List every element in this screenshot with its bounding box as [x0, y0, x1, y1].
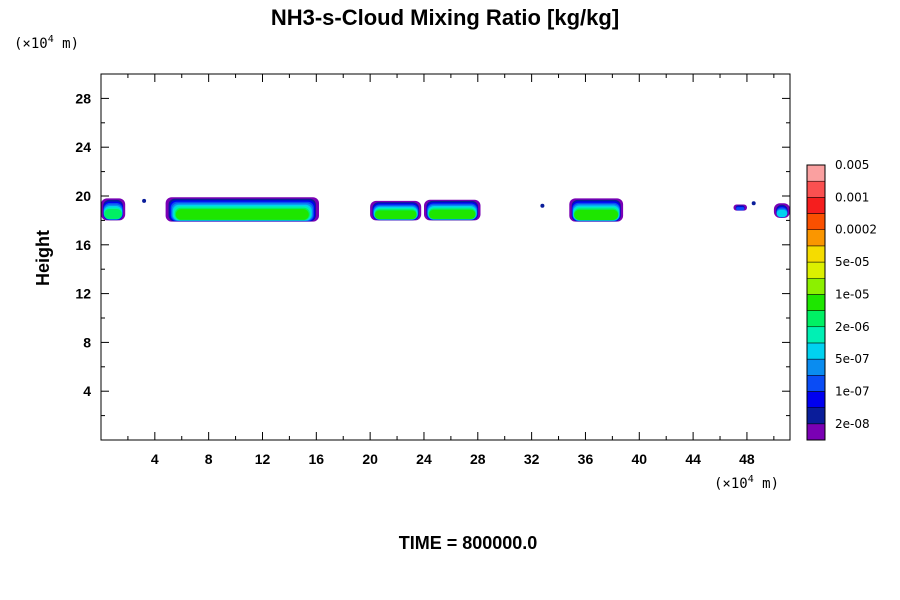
y-unit-exp: 4	[48, 34, 54, 45]
y-unit-label: (×104 m)	[14, 34, 79, 52]
y-tick-label: 12	[75, 286, 91, 302]
cloud-band	[776, 210, 788, 217]
x-tick-label: 36	[578, 451, 594, 467]
plot-frame	[100, 73, 791, 441]
cloud-band	[175, 209, 309, 220]
x-tick-label: 20	[362, 451, 378, 467]
colorbar-cell	[806, 326, 826, 344]
y-tick-label: 4	[83, 383, 91, 399]
cloud-6	[773, 203, 790, 218]
x-tick-label: 24	[416, 451, 432, 467]
colorbar-cell	[806, 342, 826, 360]
x-unit-label: (×104 m)	[714, 474, 779, 492]
y-tick-label: 24	[75, 139, 91, 155]
colorbar-cell	[806, 358, 826, 376]
colorbar-label: 0.001	[835, 190, 869, 204]
y-tick-label: 28	[75, 90, 91, 106]
chart-title: NH3-s-Cloud Mixing Ratio [kg/kg]	[271, 5, 619, 30]
cloud-speck	[540, 203, 545, 208]
x-tick-label: 12	[255, 451, 271, 467]
colorbar-cell	[806, 375, 826, 392]
cloud-band	[374, 210, 417, 219]
colorbar-label: 5e-05	[835, 255, 870, 269]
x-tick-label: 40	[631, 451, 647, 467]
y-tick-label: 8	[83, 334, 91, 350]
colorbar-label: 2e-08	[835, 417, 870, 431]
cloud-2	[370, 200, 422, 221]
cloud-0	[101, 198, 126, 221]
x-tick-label: 28	[470, 451, 486, 467]
colorbar-label: 2e-06	[835, 320, 870, 334]
cloud-5	[733, 204, 747, 211]
colorbar-cell	[806, 245, 826, 263]
y-unit-suffix: m)	[54, 36, 79, 52]
cloud-4	[569, 198, 624, 222]
cloud-band	[574, 209, 619, 220]
colorbar-cell	[806, 423, 826, 441]
colorbar-cell	[806, 164, 826, 182]
cloud-band	[429, 209, 476, 219]
colorbar-cell	[806, 180, 826, 198]
x-tick-label: 48	[739, 451, 755, 467]
x-tick-label: 8	[205, 451, 213, 467]
x-unit-suffix: m)	[754, 476, 779, 492]
colorbar-cell	[806, 261, 826, 279]
y-axis-label: Height	[33, 230, 53, 286]
cloud-field	[101, 197, 790, 222]
colorbar: 2e-08 1e-07 5e-07 2e-06 1e-05 5e-05 0.0002 0.00…	[806, 158, 877, 441]
x-unit-exp: 4	[748, 474, 754, 485]
colorbar-label: 5e-07	[835, 352, 870, 366]
cloud-speck	[751, 201, 756, 206]
y-tick-label: 20	[75, 188, 91, 204]
colorbar-cell	[806, 213, 826, 230]
cloud-1	[165, 197, 319, 222]
colorbar-cell	[806, 310, 826, 328]
y-unit-prefix: (×10	[14, 36, 48, 52]
colorbar-cell	[806, 294, 826, 311]
colorbar-frame	[806, 164, 826, 441]
colorbar-label: 1e-07	[835, 385, 870, 399]
y-tick-label: 16	[75, 237, 91, 253]
cloud-speck	[142, 198, 147, 203]
colorbar-cell	[806, 407, 826, 425]
colorbar-label: 0.005	[835, 158, 869, 172]
colorbar-cell	[806, 277, 826, 295]
colorbar-cell	[806, 229, 826, 247]
x-tick-label: 32	[524, 451, 540, 467]
colorbar-label: 0.0002	[835, 223, 877, 237]
x-tick-label: 16	[309, 451, 325, 467]
time-footer: TIME = 800000.0	[399, 533, 538, 553]
colorbar-cell	[806, 197, 826, 214]
cloud-band	[104, 209, 122, 219]
cloud-band	[736, 207, 745, 211]
colorbar-cell	[806, 391, 826, 408]
x-tick-label: 4	[151, 451, 159, 467]
x-tick-label: 44	[685, 451, 701, 467]
x-unit-prefix: (×10	[714, 476, 748, 492]
cloud-3	[424, 199, 481, 221]
colorbar-label: 1e-05	[835, 287, 870, 301]
